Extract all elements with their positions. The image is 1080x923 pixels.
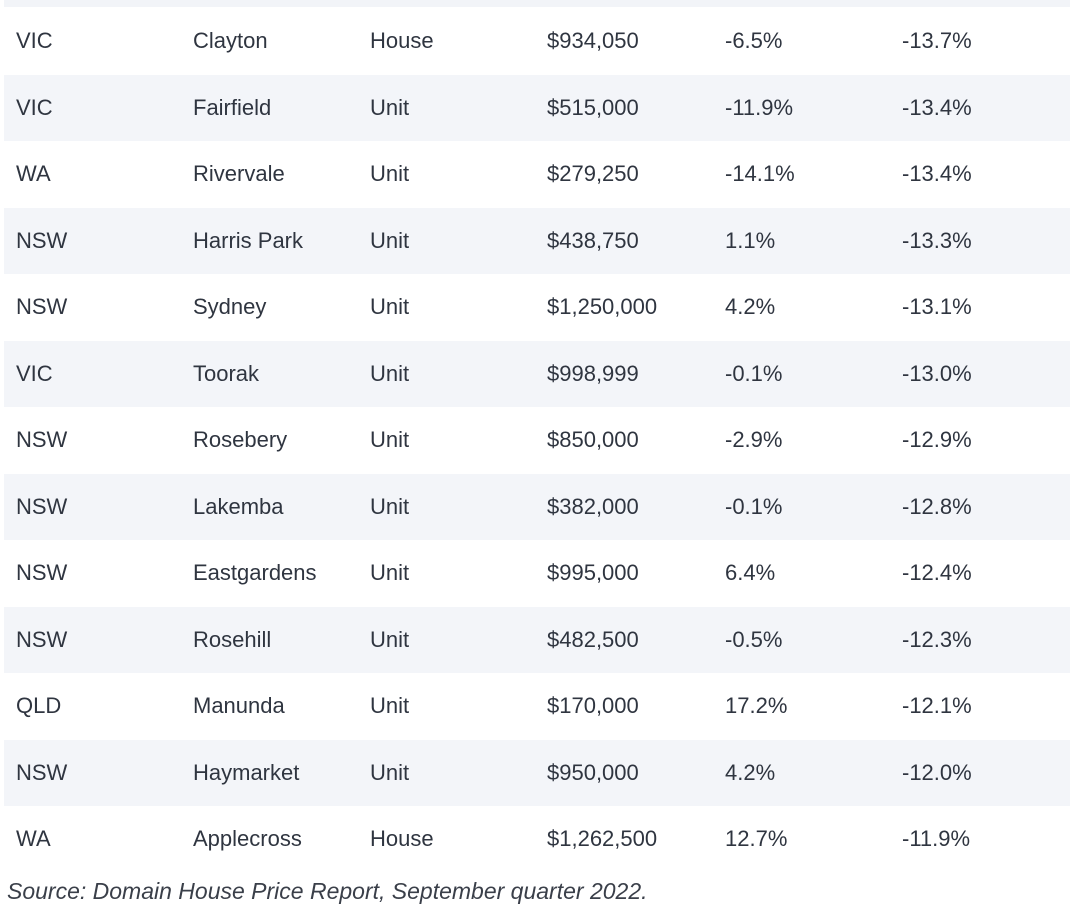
quarterly-change-cell: 12.7% [725, 826, 788, 852]
suburb-cell: Rosebery [193, 427, 288, 453]
annual-change-cell: -13.7% [902, 28, 972, 54]
suburb-cell: Toorak [193, 360, 260, 386]
suburb-cell: Clayton [193, 28, 268, 54]
suburb-cell: Fairfield [193, 94, 272, 120]
dwelling-type-cell: Unit [370, 759, 410, 785]
quarterly-change-cell: -0.1% [725, 493, 783, 519]
median-price-cell: $382,000 [547, 493, 639, 519]
dwelling-type-cell: Unit [370, 94, 410, 120]
table-row: NSW Rosehill Unit $482,500 -0.5% -12.3% [4, 606, 1070, 673]
median-price-cell: $1,250,000 [547, 294, 658, 320]
median-price-cell: $438,750 [547, 227, 639, 253]
quarterly-change-cell: 4.2% [725, 759, 776, 785]
table-row: QLD Manunda Unit $170,000 17.2% -12.1% [4, 673, 1070, 740]
dwelling-type-cell: Unit [370, 294, 410, 320]
state-cell: WA [16, 161, 51, 187]
table-row: NSW Haymarket Unit $950,000 4.2% -12.0% [4, 739, 1070, 806]
dwelling-type-cell: Unit [370, 493, 410, 519]
suburb-cell: Applecross [193, 826, 302, 852]
suburb-cell: Sydney [193, 294, 267, 320]
quarterly-change-cell: -11.9% [725, 94, 794, 120]
quarterly-change-cell: 6.4% [725, 560, 776, 586]
state-cell: NSW [16, 626, 68, 652]
dwelling-type-cell: Unit [370, 161, 410, 187]
table-row: NSW Sydney Unit $1,250,000 4.2% -13.1% [4, 274, 1070, 341]
quarterly-change-cell: 4.2% [725, 294, 776, 320]
table-row: NSW Harris Park Unit $438,750 1.1% -13.3… [4, 207, 1070, 274]
dwelling-type-cell: House [370, 826, 434, 852]
annual-change-cell: -13.4% [902, 161, 972, 187]
table-row: NSW Rosebery Unit $850,000 -2.9% -12.9% [4, 407, 1070, 474]
annual-change-cell: -12.1% [902, 693, 972, 719]
suburb-cell: Eastgardens [193, 560, 317, 586]
suburb-cell: Lakemba [193, 493, 284, 519]
state-cell: VIC [16, 94, 53, 120]
state-cell: QLD [16, 693, 62, 719]
annual-change-cell: -12.0% [902, 759, 972, 785]
state-cell: NSW [16, 560, 68, 586]
state-cell: NSW [16, 427, 68, 453]
state-cell: NSW [16, 294, 68, 320]
median-price-cell: $998,999 [547, 360, 639, 386]
quarterly-change-cell: -0.1% [725, 360, 783, 386]
annual-change-cell: -13.0% [902, 360, 972, 386]
quarterly-change-cell: 1.1% [725, 227, 776, 253]
median-price-cell: $482,500 [547, 626, 639, 652]
annual-change-cell: -12.3% [902, 626, 972, 652]
dwelling-type-cell: Unit [370, 360, 410, 386]
dwelling-type-cell: Unit [370, 626, 410, 652]
annual-change-cell: -12.4% [902, 560, 972, 586]
table-row: NSW Lakemba Unit $382,000 -0.1% -12.8% [4, 473, 1070, 540]
state-cell: NSW [16, 493, 68, 519]
suburb-cell: Haymarket [193, 759, 300, 785]
median-price-cell: $515,000 [547, 94, 639, 120]
annual-change-cell: -11.9% [902, 826, 971, 852]
annual-change-cell: -13.3% [902, 227, 972, 253]
state-cell: VIC [16, 360, 53, 386]
dwelling-type-cell: House [370, 28, 434, 54]
table-row: NSW Eastgardens Unit $995,000 6.4% -12.4… [4, 540, 1070, 607]
median-price-cell: $1,262,500 [547, 826, 658, 852]
state-cell: NSW [16, 227, 68, 253]
median-price-cell: $950,000 [547, 759, 639, 785]
suburb-cell: Rivervale [193, 161, 285, 187]
quarterly-change-cell: -0.5% [725, 626, 783, 652]
annual-change-cell: -13.1% [902, 294, 972, 320]
suburb-price-table: VIC Clayton House $934,050 -6.5% -13.7% … [4, 8, 1070, 873]
state-cell: WA [16, 826, 51, 852]
annual-change-cell: -13.4% [902, 94, 972, 120]
state-cell: NSW [16, 759, 68, 785]
median-price-cell: $934,050 [547, 28, 639, 54]
quarterly-change-cell: 17.2% [725, 693, 788, 719]
previous-row-strip [4, 0, 1070, 7]
annual-change-cell: -12.8% [902, 493, 972, 519]
median-price-cell: $279,250 [547, 161, 639, 187]
median-price-cell: $850,000 [547, 427, 639, 453]
quarterly-change-cell: -2.9% [725, 427, 783, 453]
median-price-cell: $170,000 [547, 693, 639, 719]
quarterly-change-cell: -6.5% [725, 28, 783, 54]
table-row: VIC Toorak Unit $998,999 -0.1% -13.0% [4, 340, 1070, 407]
suburb-cell: Rosehill [193, 626, 272, 652]
quarterly-change-cell: -14.1% [725, 161, 795, 187]
source-caption: Source: Domain House Price Report, Septe… [7, 878, 648, 904]
dwelling-type-cell: Unit [370, 427, 410, 453]
annual-change-cell: -12.9% [902, 427, 972, 453]
table-row: VIC Fairfield Unit $515,000 -11.9% -13.4… [4, 74, 1070, 141]
dwelling-type-cell: Unit [370, 560, 410, 586]
suburb-cell: Manunda [193, 693, 285, 719]
table-row: WA Rivervale Unit $279,250 -14.1% -13.4% [4, 141, 1070, 208]
state-cell: VIC [16, 28, 53, 54]
median-price-cell: $995,000 [547, 560, 639, 586]
table-row: WA Applecross House $1,262,500 12.7% -11… [4, 806, 1070, 873]
suburb-cell: Harris Park [193, 227, 304, 253]
table-row: VIC Clayton House $934,050 -6.5% -13.7% [4, 8, 1070, 75]
dwelling-type-cell: Unit [370, 693, 410, 719]
dwelling-type-cell: Unit [370, 227, 410, 253]
